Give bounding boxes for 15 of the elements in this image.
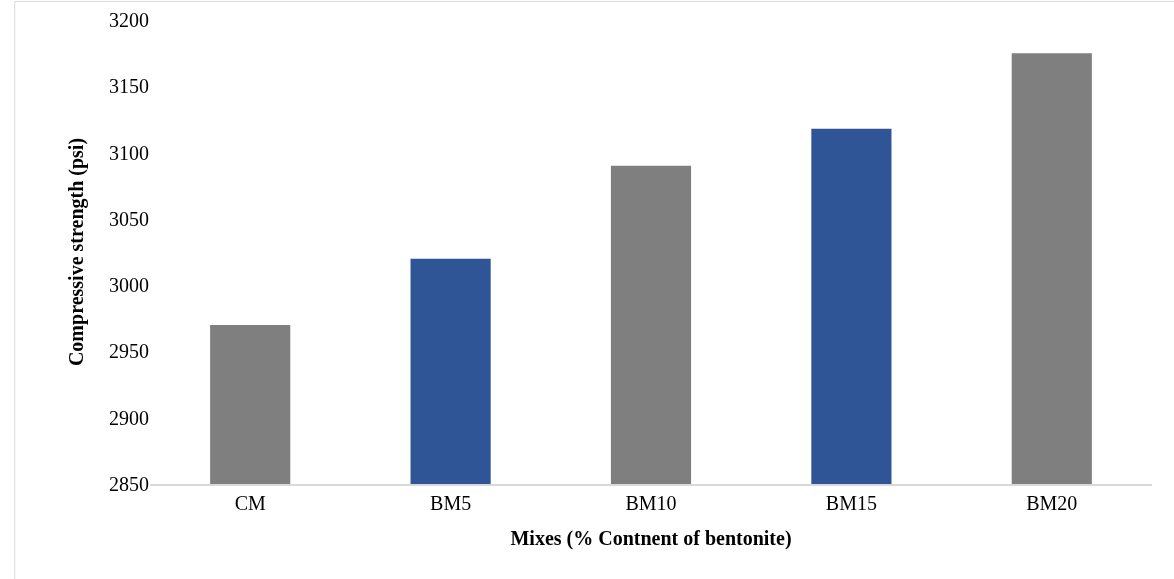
y-tick-label: 3200 (109, 9, 149, 31)
x-axis-title: Mixes (% Contnent of bentonite) (510, 527, 792, 550)
x-tick-label: BM5 (430, 492, 472, 514)
x-tick-label: BM10 (625, 492, 677, 514)
y-tick-label: 3000 (109, 274, 149, 297)
y-axis-title: Compressive strength (psi) (64, 137, 88, 367)
y-tick-label: 3100 (109, 141, 149, 164)
y-tick-label: 2850 (109, 473, 149, 495)
y-tick-label: 2950 (109, 340, 149, 363)
y-tick-label: 3050 (109, 207, 149, 230)
x-tick-label: CM (234, 492, 266, 514)
y-tick-label: 3150 (109, 75, 149, 98)
x-tick-label: BM20 (1026, 492, 1078, 514)
y-tick-label: 2900 (109, 406, 149, 429)
x-tick-label: BM15 (825, 492, 877, 514)
